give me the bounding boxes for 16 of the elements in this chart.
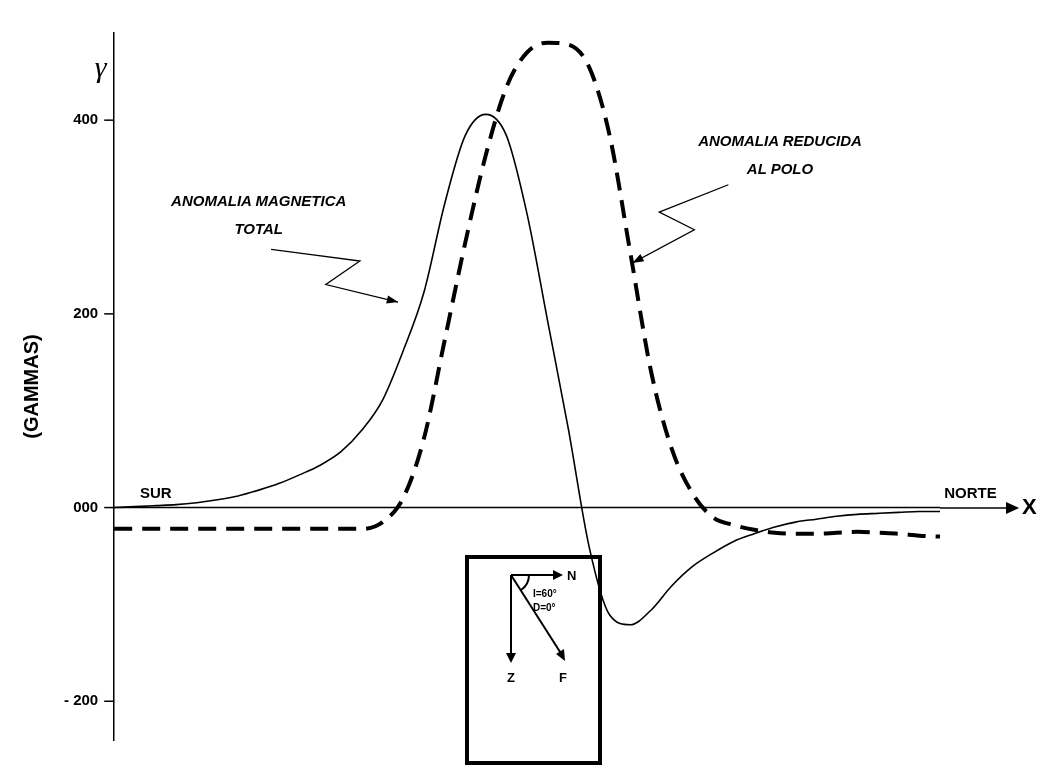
y-axis-title: (GAMMAS) [19,334,42,439]
annotation: ANOMALIA MAGNETICA TOTAL [170,192,347,238]
annotation: D=0° [533,602,556,613]
y-tick-label: 200 [73,304,99,321]
y-tick-label: 400 [73,110,99,128]
text: X [1022,493,1037,519]
y-tick-label: - 200 [63,691,99,709]
annotation: ANOMALIA REDUCIDA AL POLO [697,131,862,177]
annotation: SUR [140,484,172,502]
annotation: Z [507,670,515,685]
annotation: N [567,568,577,583]
text: γ [94,50,108,84]
text: NORTE [944,484,997,502]
annotation: F [559,670,567,685]
annotation: I=60° [533,588,557,599]
y-tick-label: 000 [73,497,99,515]
